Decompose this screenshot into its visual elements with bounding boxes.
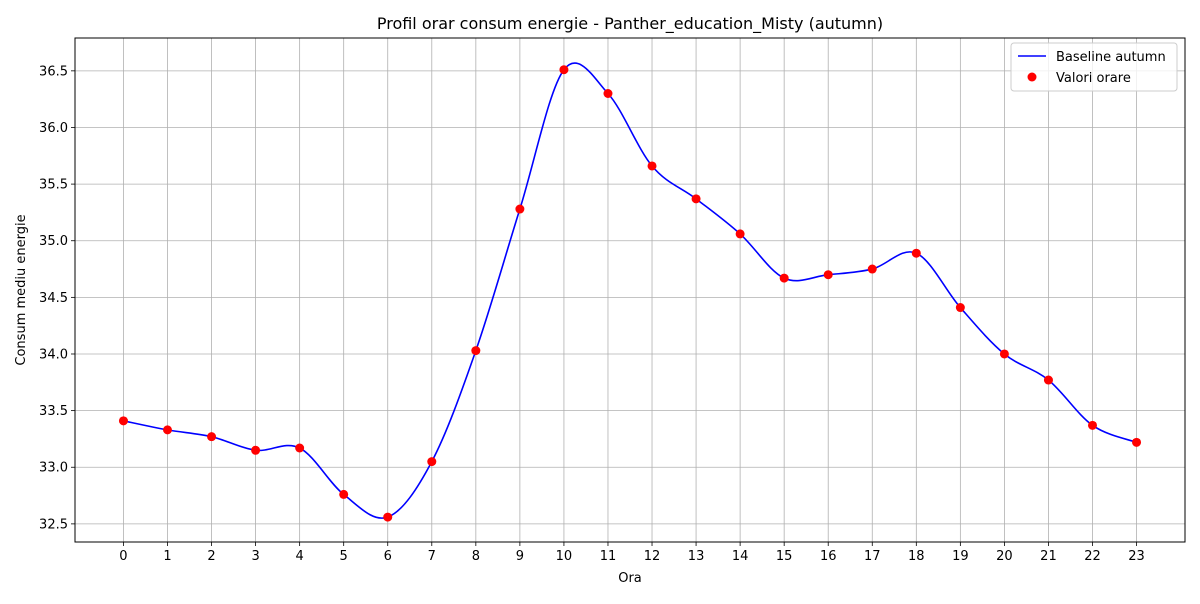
y-tick-label: 36.0 xyxy=(39,121,68,136)
x-tick-label: 2 xyxy=(207,549,215,564)
hourly-value-point xyxy=(603,88,613,98)
hourly-value-point xyxy=(911,248,921,258)
x-tick-label: 14 xyxy=(732,549,749,564)
x-tick-label: 6 xyxy=(384,549,392,564)
legend: Baseline autumn Valori orare xyxy=(1010,42,1178,92)
y-tick-label: 34.0 xyxy=(39,347,68,362)
hourly-value-point xyxy=(207,432,217,442)
x-tick-label: 4 xyxy=(296,549,304,564)
chart-title: Profil orar consum energie - Panther_edu… xyxy=(377,14,883,34)
series-layer xyxy=(118,62,1142,522)
x-tick-label: 22 xyxy=(1084,549,1101,564)
hourly-value-point xyxy=(295,443,305,453)
x-tick-label: 10 xyxy=(556,549,573,564)
y-tick-label: 35.0 xyxy=(39,234,68,249)
x-tick-label: 5 xyxy=(340,549,348,564)
x-axis: 0 1 2 3 4 5 6 7 8 9 10 11 12 13 14 15 16 17 18 19 20 21 22 23 xyxy=(119,542,1145,564)
hourly-value-point xyxy=(559,65,569,75)
y-tick-label: 32.5 xyxy=(39,517,68,532)
y-tick-label: 36.5 xyxy=(39,64,68,79)
hourly-value-point xyxy=(427,457,437,467)
hourly-value-point xyxy=(515,204,525,214)
hourly-value-point xyxy=(118,416,128,426)
legend-marker-swatch xyxy=(1027,72,1037,82)
hourly-value-point xyxy=(955,303,965,313)
hourly-value-point xyxy=(471,346,481,356)
hourly-value-point xyxy=(735,229,745,239)
x-tick-label: 17 xyxy=(864,549,881,564)
plot-frame xyxy=(74,37,1186,543)
hourly-value-point xyxy=(999,349,1009,359)
y-tick-label: 34.5 xyxy=(39,291,68,306)
x-tick-label: 1 xyxy=(163,549,171,564)
x-tick-label: 21 xyxy=(1040,549,1057,564)
hourly-value-point xyxy=(867,264,877,274)
hourly-value-point xyxy=(691,194,701,204)
y-axis-label: Consum mediu energie xyxy=(14,214,29,365)
y-tick-label: 33.0 xyxy=(39,461,68,476)
hourly-value-point xyxy=(823,270,833,280)
x-tick-label: 7 xyxy=(428,549,436,564)
x-tick-label: 8 xyxy=(472,549,480,564)
x-tick-label: 20 xyxy=(996,549,1013,564)
hourly-value-point xyxy=(163,425,172,435)
y-axis: 32.5 33.0 33.5 34.0 34.5 35.0 35.5 36.0 36.5 xyxy=(39,64,75,532)
hourly-value-point xyxy=(1132,437,1142,447)
x-tick-label: 23 xyxy=(1128,549,1145,564)
x-tick-label: 15 xyxy=(776,549,793,564)
x-tick-label: 3 xyxy=(251,549,259,564)
hourly-value-point xyxy=(779,273,789,283)
legend-box xyxy=(1010,42,1178,92)
x-tick-label: 18 xyxy=(908,549,925,564)
legend-label-line: Baseline autumn xyxy=(1056,50,1166,65)
grid-lines xyxy=(75,38,1185,542)
x-tick-label: 13 xyxy=(688,549,705,564)
y-tick-label: 33.5 xyxy=(39,404,68,419)
y-tick-label: 35.5 xyxy=(39,178,68,193)
hourly-value-point xyxy=(339,489,349,499)
x-tick-label: 9 xyxy=(516,549,524,564)
x-tick-label: 11 xyxy=(600,549,617,564)
legend-label-scatter: Valori orare xyxy=(1056,71,1131,86)
hourly-value-point xyxy=(1088,420,1097,430)
hourly-value-point xyxy=(383,512,393,522)
hourly-value-point xyxy=(647,161,657,171)
x-tick-label: 0 xyxy=(119,549,127,564)
x-tick-label: 16 xyxy=(820,549,837,564)
hourly-value-point xyxy=(1043,375,1053,385)
x-tick-label: 12 xyxy=(644,549,661,564)
hourly-value-point xyxy=(251,445,261,455)
x-tick-label: 19 xyxy=(952,549,969,564)
x-axis-label: Ora xyxy=(618,571,642,586)
